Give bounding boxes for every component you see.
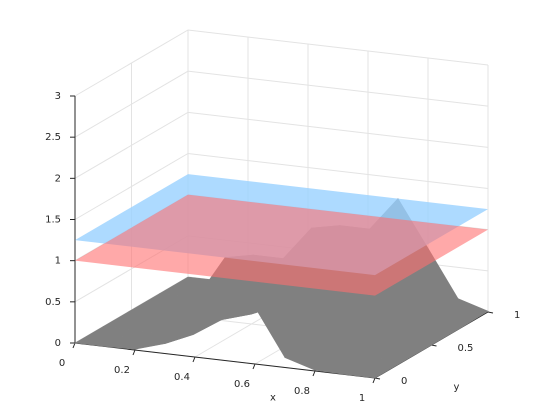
- x-tick-label: 0.2: [114, 365, 130, 376]
- y-tick-label: 0.5: [458, 343, 474, 354]
- tick-mark: [192, 356, 196, 363]
- grid-line: [74, 29, 489, 97]
- x-tick-label: 0.6: [234, 379, 250, 390]
- tick-mark: [487, 311, 494, 314]
- tick-mark: [372, 377, 376, 384]
- tick-mark: [252, 363, 256, 370]
- grid-line: [74, 111, 489, 179]
- x-tick-label: 0.8: [294, 386, 310, 397]
- z-tick-label: 2: [55, 173, 61, 184]
- z-tick-label: 3: [55, 91, 61, 102]
- tick-mark: [431, 344, 437, 347]
- x-tick-label: 1: [359, 393, 365, 404]
- z-tick-label: 1.5: [45, 215, 61, 226]
- tick-mark: [374, 377, 381, 380]
- z-tick-label: 0.5: [45, 297, 61, 308]
- z-tick-label: 1: [55, 256, 61, 267]
- y-axis-label: y: [454, 382, 460, 393]
- y-tick-label: 0: [401, 376, 407, 387]
- tick-mark: [72, 342, 76, 349]
- tick-mark: [312, 370, 316, 377]
- plane: [75, 194, 488, 296]
- z-tick-label: 2.5: [45, 132, 61, 143]
- tick-mark: [132, 349, 136, 356]
- surface-cell: [344, 357, 405, 379]
- y-tick-label: 1: [514, 310, 520, 321]
- x-tick-label: 0.4: [174, 372, 190, 383]
- grid-line: [74, 70, 489, 138]
- z-tick-label: 0: [55, 338, 61, 349]
- x-tick-label: 0: [59, 358, 65, 369]
- x-axis-label: x: [270, 393, 276, 404]
- x-axis: [74, 342, 376, 379]
